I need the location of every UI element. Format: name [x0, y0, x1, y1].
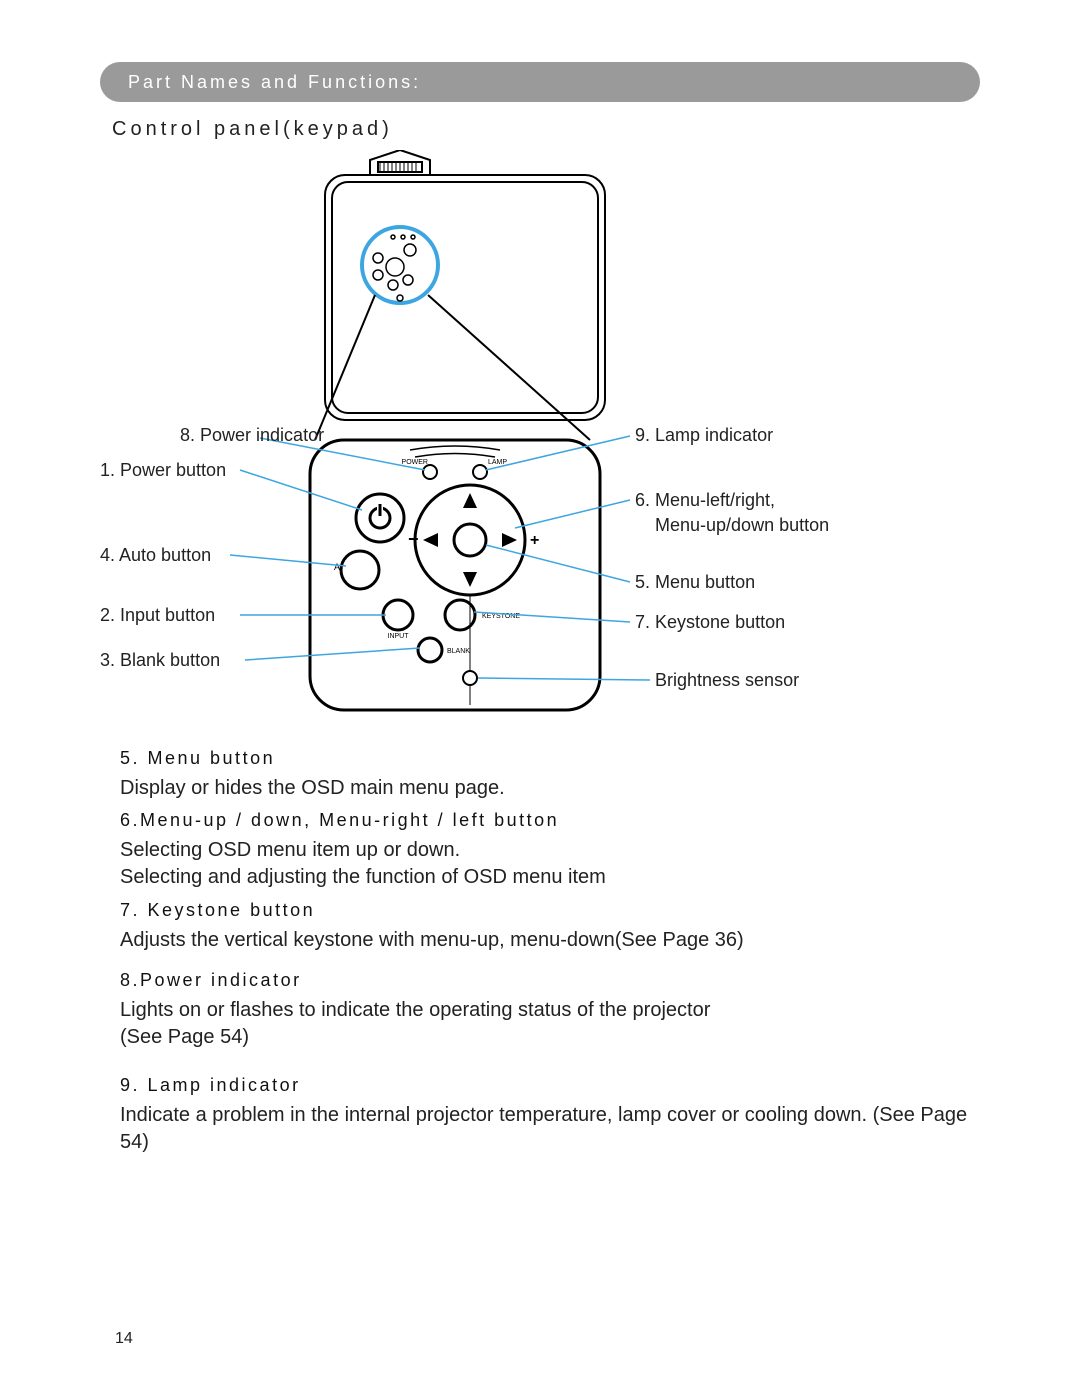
- callout-menu-button: 5. Menu button: [635, 572, 755, 593]
- subheading: Control panel(keypad): [112, 118, 393, 141]
- description-title: 5. Menu button: [120, 748, 980, 769]
- description-block: 6.Menu-up / down, Menu-right / left butt…: [120, 810, 980, 891]
- keypad-diagram: POWER LAMP − +: [100, 150, 980, 730]
- callout-menu-lr: 6. Menu-left/right,: [635, 490, 775, 511]
- callout-power-button: 1. Power button: [100, 460, 226, 481]
- kbd-input-label: INPUT: [388, 633, 410, 640]
- kbd-power-label: POWER: [402, 459, 428, 466]
- callout-auto-button: 4. Auto button: [100, 545, 211, 566]
- kbd-a-label: A: [334, 562, 340, 572]
- description-block: 7. Keystone button Adjusts the vertical k…: [120, 900, 980, 954]
- description-title: 9. Lamp indicator: [120, 1075, 980, 1096]
- description-block: 9. Lamp indicator Indicate a problem in t…: [120, 1075, 980, 1156]
- description-body: Adjusts the vertical keystone with menu-…: [120, 927, 980, 954]
- description-title: 6.Menu-up / down, Menu-right / left butt…: [120, 810, 980, 831]
- description-block: 8.Power indicator Lights on or flashes to…: [120, 970, 980, 1051]
- manual-page: Part Names and Functions: Control panel(…: [0, 0, 1080, 1397]
- callout-keystone-button: 7. Keystone button: [635, 612, 785, 633]
- callout-blank-button: 3. Blank button: [100, 650, 220, 671]
- description-body: Display or hides the OSD main menu page.: [120, 775, 980, 802]
- callout-menu-ud: Menu-up/down button: [655, 515, 829, 536]
- callout-brightness-sensor: Brightness sensor: [655, 670, 799, 691]
- callout-lamp-indicator: 9. Lamp indicator: [635, 425, 773, 446]
- callout-power-indicator: 8. Power indicator: [180, 425, 324, 446]
- kbd-plus: +: [530, 532, 539, 549]
- callout-input-button: 2. Input button: [100, 605, 215, 626]
- description-body: Indicate a problem in the internal proje…: [120, 1102, 980, 1156]
- description-body: Selecting OSD menu item up or down. Sele…: [120, 837, 980, 891]
- page-number: 14: [115, 1330, 133, 1348]
- section-header: Part Names and Functions:: [100, 62, 980, 102]
- section-header-text: Part Names and Functions:: [128, 72, 421, 92]
- description-title: 8.Power indicator: [120, 970, 980, 991]
- kbd-blank-label: BLANK: [447, 648, 470, 655]
- description-body: Lights on or flashes to indicate the ope…: [120, 997, 980, 1051]
- description-block: 5. Menu button Display or hides the OSD m…: [120, 748, 980, 802]
- kbd-minus: −: [408, 529, 419, 549]
- description-title: 7. Keystone button: [120, 900, 980, 921]
